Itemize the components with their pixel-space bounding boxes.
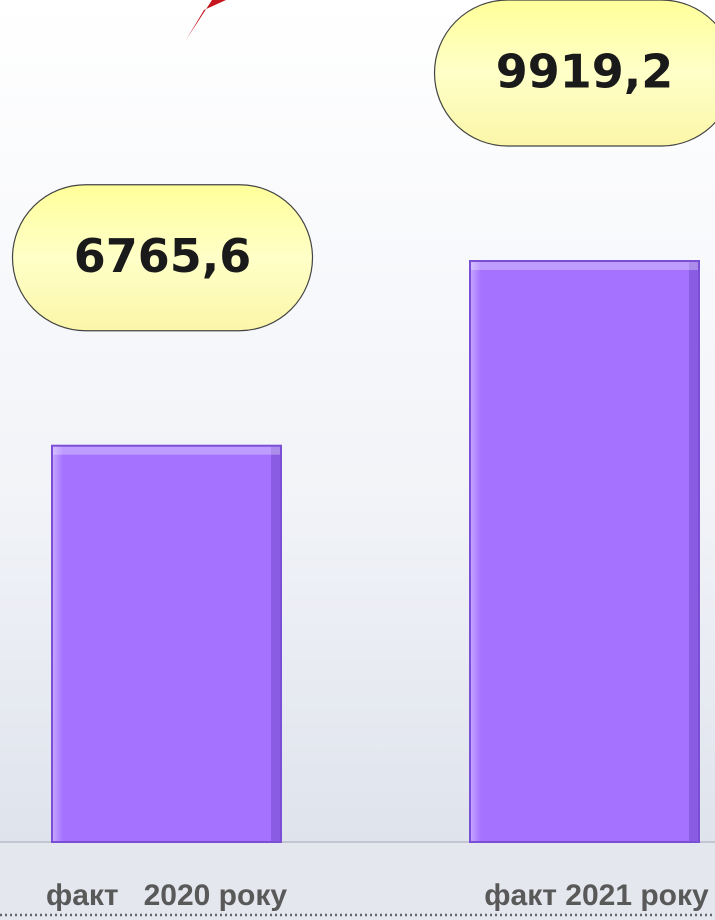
value-label-bubble: [11, 184, 314, 332]
bar-bevel: [53, 446, 280, 455]
value-label: 6765,6: [74, 229, 252, 283]
value-label-bubble: [433, 0, 715, 147]
value-label: 9919,2: [496, 45, 674, 99]
bar-bevel: [471, 262, 481, 841]
bar-bevel: [53, 446, 63, 841]
bar: [469, 260, 700, 843]
bar: [51, 444, 282, 843]
floor: [0, 842, 715, 920]
x-tick-label: факт 2020 року: [46, 879, 287, 912]
x-tick-label: факт 2021 року: [484, 879, 709, 912]
bar-bevel: [471, 262, 698, 270]
bar-bevel: [271, 446, 280, 841]
bar-bevel: [689, 262, 698, 841]
